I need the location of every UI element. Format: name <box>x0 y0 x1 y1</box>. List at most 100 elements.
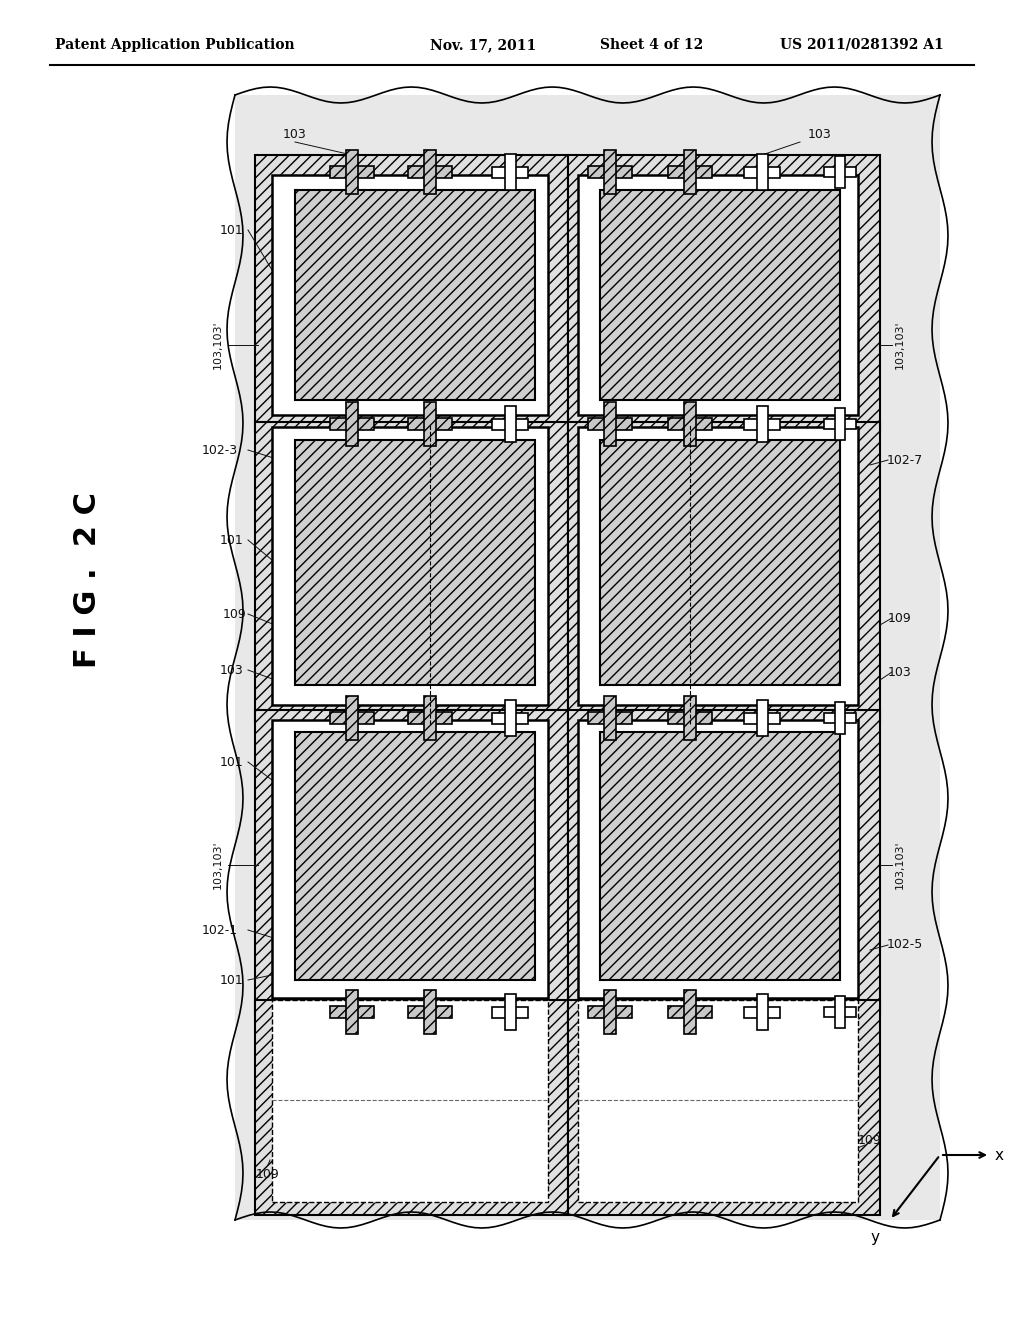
Text: 101: 101 <box>220 223 244 236</box>
Bar <box>835 156 845 187</box>
Bar <box>424 990 436 1034</box>
Text: 103,103': 103,103' <box>213 321 223 370</box>
Bar <box>272 176 548 414</box>
Bar <box>330 418 374 430</box>
Bar <box>588 166 632 178</box>
Bar <box>492 166 528 177</box>
Text: US 2011/0281392 A1: US 2011/0281392 A1 <box>780 38 944 51</box>
Bar <box>408 711 452 723</box>
Bar <box>744 713 780 723</box>
Text: x: x <box>995 1147 1004 1163</box>
Bar <box>744 1006 780 1018</box>
Bar <box>600 733 840 979</box>
Bar <box>588 1006 632 1018</box>
Bar <box>835 702 845 734</box>
Bar <box>255 154 568 430</box>
Bar <box>684 403 696 446</box>
Bar <box>588 418 632 430</box>
Bar <box>272 1001 548 1203</box>
Text: y: y <box>870 1230 880 1245</box>
Text: F I G .  2 C: F I G . 2 C <box>74 492 102 668</box>
Bar <box>757 994 768 1030</box>
Text: 103,103': 103,103' <box>895 841 905 890</box>
Bar <box>684 150 696 194</box>
Bar <box>346 990 358 1034</box>
Bar <box>588 711 632 723</box>
Text: 101: 101 <box>220 974 244 986</box>
Bar <box>824 1007 856 1016</box>
Bar <box>330 166 374 178</box>
Bar <box>684 990 696 1034</box>
Bar <box>492 418 528 429</box>
Bar <box>424 403 436 446</box>
Bar <box>492 713 528 723</box>
Bar <box>578 1001 858 1203</box>
Bar <box>668 418 712 430</box>
Text: 102-1: 102-1 <box>202 924 238 936</box>
Bar <box>600 440 840 685</box>
Bar <box>604 990 616 1034</box>
Bar <box>744 418 780 429</box>
Bar <box>272 426 548 705</box>
Bar <box>295 440 535 685</box>
Bar <box>744 166 780 177</box>
Bar <box>668 166 712 178</box>
Bar <box>234 95 940 1220</box>
Text: 103: 103 <box>888 665 912 678</box>
Bar <box>757 700 768 737</box>
Bar <box>824 713 856 723</box>
Text: 109: 109 <box>858 1134 882 1147</box>
Bar <box>578 719 858 998</box>
Bar <box>330 711 374 723</box>
Text: 102-7: 102-7 <box>887 454 923 466</box>
Bar <box>505 407 515 442</box>
Bar <box>346 403 358 446</box>
Bar <box>492 1006 528 1018</box>
Text: 103,103': 103,103' <box>213 841 223 890</box>
Bar <box>295 190 535 400</box>
Text: 103: 103 <box>283 128 307 141</box>
Bar <box>408 1006 452 1018</box>
Bar <box>824 168 856 177</box>
Text: 103: 103 <box>808 128 831 141</box>
Text: 103: 103 <box>220 664 244 676</box>
Bar <box>604 696 616 741</box>
Bar <box>346 696 358 741</box>
Bar <box>757 154 768 190</box>
Text: 103,103': 103,103' <box>895 321 905 370</box>
Bar <box>505 994 515 1030</box>
Bar <box>272 719 548 998</box>
Bar <box>835 997 845 1028</box>
Bar <box>835 408 845 440</box>
Text: 101: 101 <box>220 755 244 768</box>
Bar <box>668 1006 712 1018</box>
Bar <box>600 190 840 400</box>
Bar <box>604 403 616 446</box>
Bar <box>255 710 568 1015</box>
Bar <box>568 1001 880 1214</box>
Bar <box>668 711 712 723</box>
Text: 101: 101 <box>220 533 244 546</box>
Bar <box>578 176 858 414</box>
Bar <box>604 150 616 194</box>
Text: 109: 109 <box>888 611 912 624</box>
Bar <box>568 422 880 722</box>
Bar <box>568 154 880 430</box>
Bar <box>330 1006 374 1018</box>
Bar <box>408 418 452 430</box>
Bar <box>757 407 768 442</box>
Bar <box>505 700 515 737</box>
Bar <box>408 166 452 178</box>
Bar <box>255 422 568 722</box>
Bar <box>295 733 535 979</box>
Bar <box>684 696 696 741</box>
Text: 102-5: 102-5 <box>887 939 923 952</box>
Text: 109: 109 <box>223 607 247 620</box>
Bar <box>578 426 858 705</box>
Bar <box>568 710 880 1015</box>
Text: 109: 109 <box>256 1168 280 1181</box>
Bar <box>424 150 436 194</box>
Bar <box>346 150 358 194</box>
Bar <box>505 154 515 190</box>
Text: 102-3: 102-3 <box>202 444 238 457</box>
